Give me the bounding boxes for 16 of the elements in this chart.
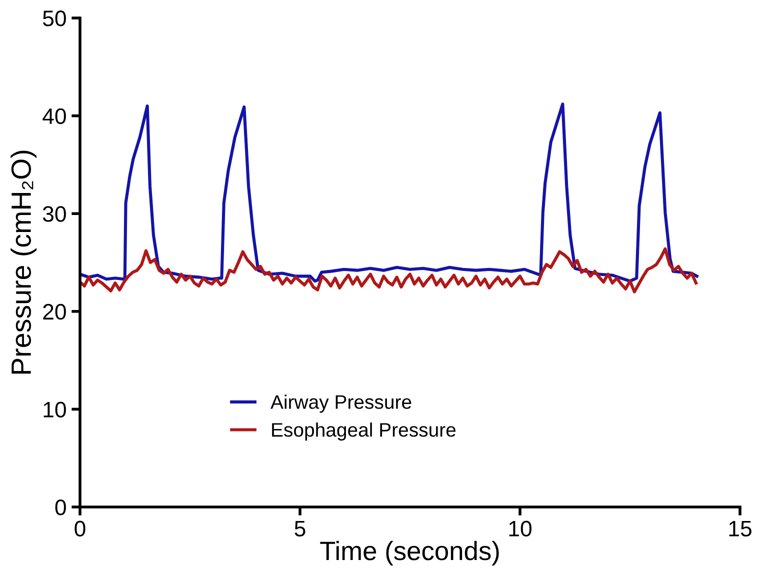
x-tick-label: 5	[294, 521, 306, 537]
y-tick-label: 30	[42, 206, 66, 222]
x-tick-label: 15	[729, 521, 752, 537]
y-tick-label: 50	[42, 10, 66, 26]
line-series	[80, 102, 698, 283]
x-tick-label: 0	[74, 520, 86, 537]
x-axis-title: Time (seconds)	[320, 540, 499, 566]
line-series	[80, 247, 698, 294]
y-tick-label: 40	[42, 108, 66, 124]
y-tick-label: 0	[55, 500, 66, 516]
legend-label: Esophageal Pressure	[272, 422, 456, 441]
legend-label: Airway Pressure	[270, 394, 412, 413]
y-axis-title: Pressure (cmH₂O)	[10, 150, 37, 374]
x-tick-label: 10	[509, 520, 532, 537]
y-tick-label: 20	[43, 304, 66, 320]
y-tick-label: 10	[44, 402, 66, 418]
